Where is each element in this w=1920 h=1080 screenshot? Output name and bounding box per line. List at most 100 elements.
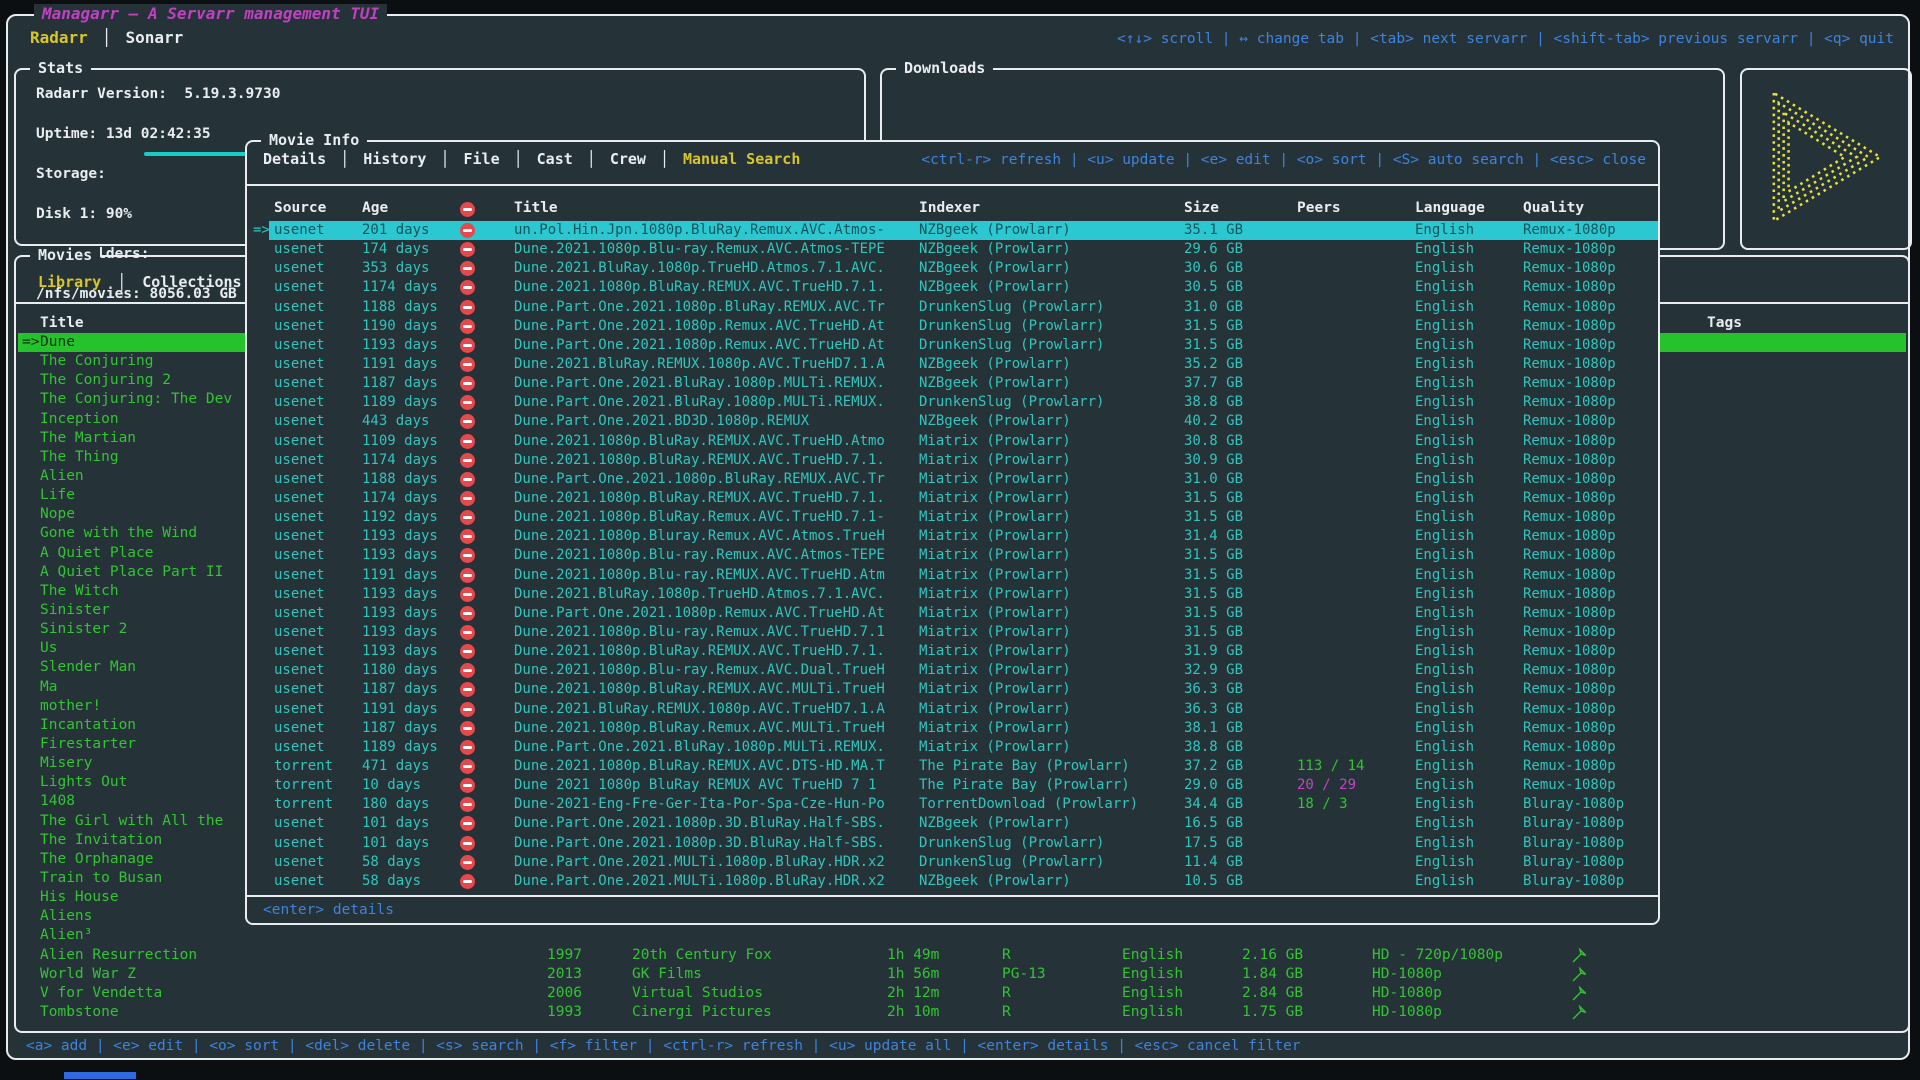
- movie-list-item[interactable]: Firestarter: [18, 735, 1906, 754]
- search-result-row[interactable]: torrent 180 days Dune-2021-Eng-Fre-Ger-I…: [247, 795, 1658, 814]
- movie-list-item[interactable]: The Witch: [18, 582, 1906, 601]
- cell-language: English: [1415, 643, 1475, 660]
- search-result-row[interactable]: usenet 1190 days Dune.Part.One.2021.1080…: [247, 317, 1658, 336]
- tab-collections[interactable]: Collections: [142, 273, 242, 291]
- search-result-row[interactable]: usenet 1109 days Dune.2021.1080p.BluRay.…: [247, 432, 1658, 451]
- movie-list-item[interactable]: Tombstone 1993 Cinergi Pictures 2h 10m R…: [18, 1003, 1906, 1022]
- movie-list-item[interactable]: Nope: [18, 505, 1906, 524]
- search-result-row[interactable]: usenet 1193 days Dune.2021.1080p.Bluray.…: [247, 527, 1658, 546]
- movie-list-item[interactable]: Train to Busan: [18, 869, 1906, 888]
- search-result-row[interactable]: usenet 101 days Dune.Part.One.2021.1080p…: [247, 814, 1658, 833]
- movie-list-item[interactable]: The Conjuring: [18, 352, 1906, 371]
- movie-list-item[interactable]: The Martian: [18, 429, 1906, 448]
- rejected-icon: [460, 739, 475, 755]
- column-header-quality: Quality: [1523, 200, 1585, 216]
- search-result-row[interactable]: usenet 1187 days Dune.Part.One.2021.BluR…: [247, 374, 1658, 393]
- search-result-row[interactable]: usenet 353 days Dune.2021.BluRay.1080p.T…: [247, 259, 1658, 278]
- movie-list-item[interactable]: Aliens: [18, 907, 1906, 926]
- tab-library[interactable]: Library: [38, 273, 102, 291]
- tab-history[interactable]: History: [363, 150, 427, 168]
- search-result-row[interactable]: usenet 1174 days Dune.2021.1080p.BluRay.…: [247, 451, 1658, 470]
- movie-title: The Conjuring: The Dev: [40, 391, 233, 408]
- search-result-row[interactable]: usenet 1188 days Dune.Part.One.2021.1080…: [247, 470, 1658, 489]
- tab-file[interactable]: File: [463, 150, 500, 168]
- search-result-row[interactable]: => usenet 201 days un.Pol.Hin.Jpn.1080p.…: [247, 221, 1658, 241]
- search-result-row[interactable]: usenet 1193 days Dune.2021.1080p.Blu-ray…: [247, 623, 1658, 642]
- movie-list-item[interactable]: Inception: [18, 410, 1906, 429]
- cell-language: English: [1415, 834, 1475, 851]
- search-result-row[interactable]: usenet 1193 days Dune.2021.1080p.Blu-ray…: [247, 546, 1658, 565]
- column-header-tags: Tags: [1707, 315, 1742, 331]
- selection-marker: =>: [253, 222, 270, 238]
- movie-list-item[interactable]: The Thing: [18, 448, 1906, 467]
- search-result-row[interactable]: usenet 1192 days Dune.2021.1080p.BluRay.…: [247, 508, 1658, 527]
- search-result-row[interactable]: torrent 471 days Dune.2021.1080p.BluRay.…: [247, 757, 1658, 776]
- movie-list-item[interactable]: 1408: [18, 792, 1906, 811]
- movie-list-item[interactable]: Incantation: [18, 716, 1906, 735]
- search-result-row[interactable]: torrent 10 days Dune 2021 1080p BluRay R…: [247, 776, 1658, 795]
- movie-list-item[interactable]: Misery: [18, 754, 1906, 773]
- movie-list-item[interactable]: V for Vendetta 2006 Virtual Studios 2h 1…: [18, 984, 1906, 1003]
- movie-list-item[interactable]: The Invitation: [18, 831, 1906, 850]
- search-result-row[interactable]: usenet 174 days Dune.2021.1080p.Blu-ray.…: [247, 240, 1658, 259]
- movie-list-item[interactable]: The Orphanage: [18, 850, 1906, 869]
- cell-source: usenet: [274, 834, 325, 851]
- cell-size: 34.4 GB: [1184, 796, 1244, 813]
- movie-list-item[interactable]: World War Z 2013 GK Films 1h 56m PG-13 E…: [18, 965, 1906, 984]
- search-result-row[interactable]: usenet 1191 days Dune.2021.BluRay.REMUX.…: [247, 700, 1658, 719]
- tab-sonarr[interactable]: Sonarr: [125, 28, 184, 47]
- movie-list-item[interactable]: The Conjuring: The Dev: [18, 390, 1906, 409]
- cell-size: 31.0 GB: [1184, 470, 1244, 487]
- search-result-row[interactable]: usenet 443 days Dune.Part.One.2021.BD3D.…: [247, 412, 1658, 431]
- search-result-row[interactable]: usenet 1174 days Dune.2021.1080p.BluRay.…: [247, 489, 1658, 508]
- cell-quality: Remux-1080p: [1523, 681, 1616, 698]
- movie-list-item[interactable]: His House: [18, 888, 1906, 907]
- tab-crew[interactable]: Crew: [609, 150, 646, 168]
- tab-details[interactable]: Details: [263, 150, 327, 168]
- movie-list-item[interactable]: mother!: [18, 697, 1906, 716]
- search-result-row[interactable]: usenet 1174 days Dune.2021.1080p.BluRay.…: [247, 278, 1658, 297]
- search-result-row[interactable]: usenet 1193 days Dune.2021.BluRay.1080p.…: [247, 585, 1658, 604]
- search-result-row[interactable]: usenet 1180 days Dune.2021.1080p.Blu-ray…: [247, 661, 1658, 680]
- search-result-row[interactable]: usenet 1191 days Dune.2021.BluRay.REMUX.…: [247, 355, 1658, 374]
- movie-list-item[interactable]: Gone with the Wind: [18, 524, 1906, 543]
- movie-list-item[interactable]: Life: [18, 486, 1906, 505]
- movie-list-item[interactable]: Us: [18, 639, 1906, 658]
- rejected-icon: [460, 280, 475, 296]
- movie-list-item[interactable]: Alien³: [18, 926, 1906, 945]
- search-result-row[interactable]: usenet 58 days Dune.Part.One.2021.MULTi.…: [247, 853, 1658, 872]
- search-result-row[interactable]: usenet 1191 days Dune.2021.1080p.Blu-ray…: [247, 566, 1658, 585]
- movie-list-item[interactable]: A Quiet Place: [18, 544, 1906, 563]
- movie-list-item[interactable]: Ma: [18, 678, 1906, 697]
- movie-title: Alien: [40, 467, 84, 484]
- movie-list-item[interactable]: Alien Resurrection 1997 20th Century Fox…: [18, 946, 1906, 965]
- tab-radarr[interactable]: Radarr: [30, 28, 88, 47]
- search-result-row[interactable]: usenet 58 days Dune.Part.One.2021.MULTi.…: [247, 872, 1658, 891]
- search-result-row[interactable]: usenet 1193 days Dune.Part.One.2021.1080…: [247, 604, 1658, 623]
- search-result-row[interactable]: usenet 1193 days Dune.Part.One.2021.1080…: [247, 336, 1658, 355]
- movie-list-item[interactable]: Sinister: [18, 601, 1906, 620]
- movie-list-item[interactable]: Sinister 2: [18, 620, 1906, 639]
- search-result-row[interactable]: usenet 101 days Dune.Part.One.2021.1080p…: [247, 834, 1658, 853]
- search-result-row[interactable]: usenet 1193 days Dune.2021.1080p.BluRay.…: [247, 642, 1658, 661]
- cell-size: 35.1 GB: [1184, 222, 1244, 238]
- cell-quality: Bluray-1080p: [1523, 796, 1625, 813]
- cell-quality: Remux-1080p: [1523, 260, 1616, 277]
- movie-list-item[interactable]: A Quiet Place Part II: [18, 563, 1906, 582]
- movie-list-item[interactable]: The Conjuring 2: [18, 371, 1906, 390]
- search-result-row[interactable]: usenet 1187 days Dune.2021.1080p.BluRay.…: [247, 680, 1658, 699]
- movie-year: 1997: [547, 946, 582, 963]
- search-result-row[interactable]: usenet 1187 days Dune.2021.1080p.BluRay.…: [247, 719, 1658, 738]
- movie-list-item[interactable]: Slender Man: [18, 658, 1906, 677]
- search-result-row[interactable]: usenet 1188 days Dune.Part.One.2021.1080…: [247, 298, 1658, 317]
- movie-list-item[interactable]: Lights Out: [18, 773, 1906, 792]
- movie-list-item[interactable]: Alien: [18, 467, 1906, 486]
- movie-list-item[interactable]: The Girl with All the: [18, 812, 1906, 831]
- modal-footer-divider: [247, 895, 1658, 897]
- cell-size: 10.5 GB: [1184, 872, 1244, 889]
- cell-language: English: [1415, 777, 1475, 794]
- search-result-row[interactable]: usenet 1189 days Dune.Part.One.2021.BluR…: [247, 393, 1658, 412]
- search-result-row[interactable]: usenet 1189 days Dune.Part.One.2021.BluR…: [247, 738, 1658, 757]
- tab-manual-search[interactable]: Manual Search: [682, 150, 801, 168]
- tab-cast[interactable]: Cast: [536, 150, 573, 168]
